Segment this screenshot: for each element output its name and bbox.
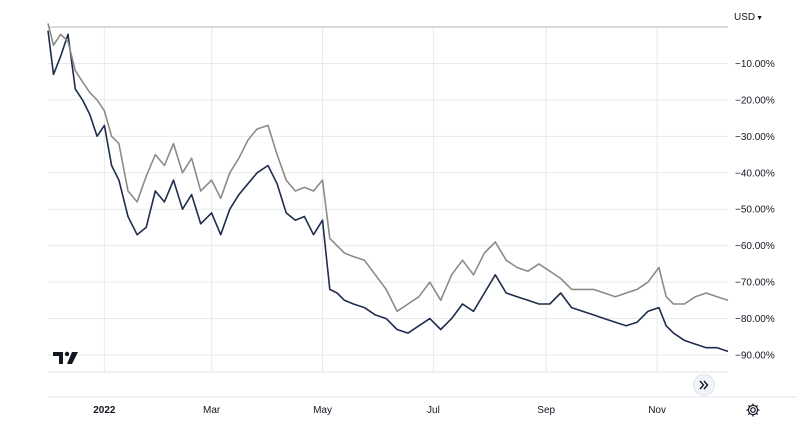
tradingview-logo-icon <box>53 351 78 364</box>
currency-label: USD <box>734 12 756 23</box>
x-tick-label: Nov <box>648 405 666 416</box>
currency-selector[interactable]: USD▼ <box>734 12 763 23</box>
y-tick-label: −10.00% <box>735 59 775 70</box>
y-tick-label: −90.00% <box>735 351 775 362</box>
y-tick-label: −50.00% <box>735 205 775 216</box>
series-line-1 <box>47 30 729 353</box>
gear-icon[interactable] <box>745 402 761 418</box>
x-tick-label: 2022 <box>93 405 116 416</box>
x-tick-label: Mar <box>203 405 221 416</box>
y-tick-label: −40.00% <box>735 168 775 179</box>
y-tick-label: −60.00% <box>735 241 775 252</box>
series-line-2 <box>47 23 729 313</box>
y-tick-label: −30.00% <box>735 132 775 143</box>
y-tick-label: −20.00% <box>735 95 775 106</box>
y-tick-label: −80.00% <box>735 314 775 325</box>
x-axis-ticks: 2022 Mar May Jul Sep Nov <box>93 405 666 416</box>
y-tick-label: −70.00% <box>735 278 775 289</box>
double-chevron-right-icon <box>699 380 709 390</box>
x-tick-label: May <box>313 405 332 416</box>
x-tick-label: Sep <box>537 405 555 416</box>
scroll-to-realtime-button[interactable] <box>693 374 715 396</box>
chevron-down-icon: ▼ <box>756 15 764 22</box>
grid <box>48 27 728 372</box>
series-layer <box>47 23 729 353</box>
x-tick-label: Jul <box>427 405 440 416</box>
y-axis-ticks: −10.00% −20.00% −30.00% −40.00% −50.00% −60.0… <box>735 59 775 362</box>
